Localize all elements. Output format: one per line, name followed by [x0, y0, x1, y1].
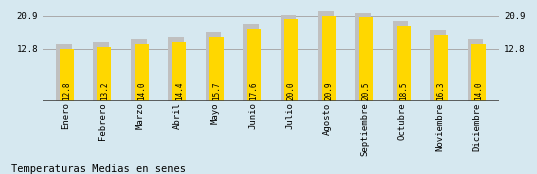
Bar	[131, 39, 147, 101]
Bar	[209, 37, 224, 101]
Text: 15.7: 15.7	[212, 81, 221, 100]
Text: 17.6: 17.6	[250, 81, 258, 100]
Bar	[393, 21, 409, 101]
Text: 14.4: 14.4	[175, 81, 184, 100]
Bar	[280, 15, 296, 101]
Bar	[56, 44, 72, 101]
Bar	[93, 42, 109, 101]
Bar	[206, 32, 221, 101]
Text: 13.2: 13.2	[100, 81, 109, 100]
Bar	[243, 24, 259, 101]
Text: 12.8: 12.8	[62, 81, 71, 100]
Bar	[168, 37, 184, 101]
Bar	[60, 49, 74, 101]
Bar	[468, 39, 483, 101]
Bar	[318, 11, 333, 101]
Bar	[471, 44, 485, 101]
Text: 20.9: 20.9	[324, 81, 333, 100]
Bar	[396, 26, 411, 101]
Bar	[430, 30, 446, 101]
Bar	[284, 19, 299, 101]
Bar	[322, 16, 336, 101]
Bar	[135, 44, 149, 101]
Bar	[172, 42, 186, 101]
Text: 20.5: 20.5	[362, 81, 371, 100]
Bar	[359, 17, 373, 101]
Bar	[355, 13, 371, 101]
Text: 14.0: 14.0	[474, 81, 483, 100]
Text: 20.0: 20.0	[287, 81, 296, 100]
Bar	[247, 29, 261, 101]
Text: Temperaturas Medias en senes: Temperaturas Medias en senes	[11, 164, 186, 174]
Text: 16.3: 16.3	[437, 81, 446, 100]
Bar	[434, 35, 448, 101]
Text: 18.5: 18.5	[399, 81, 408, 100]
Bar	[97, 47, 112, 101]
Text: 14.0: 14.0	[137, 81, 146, 100]
